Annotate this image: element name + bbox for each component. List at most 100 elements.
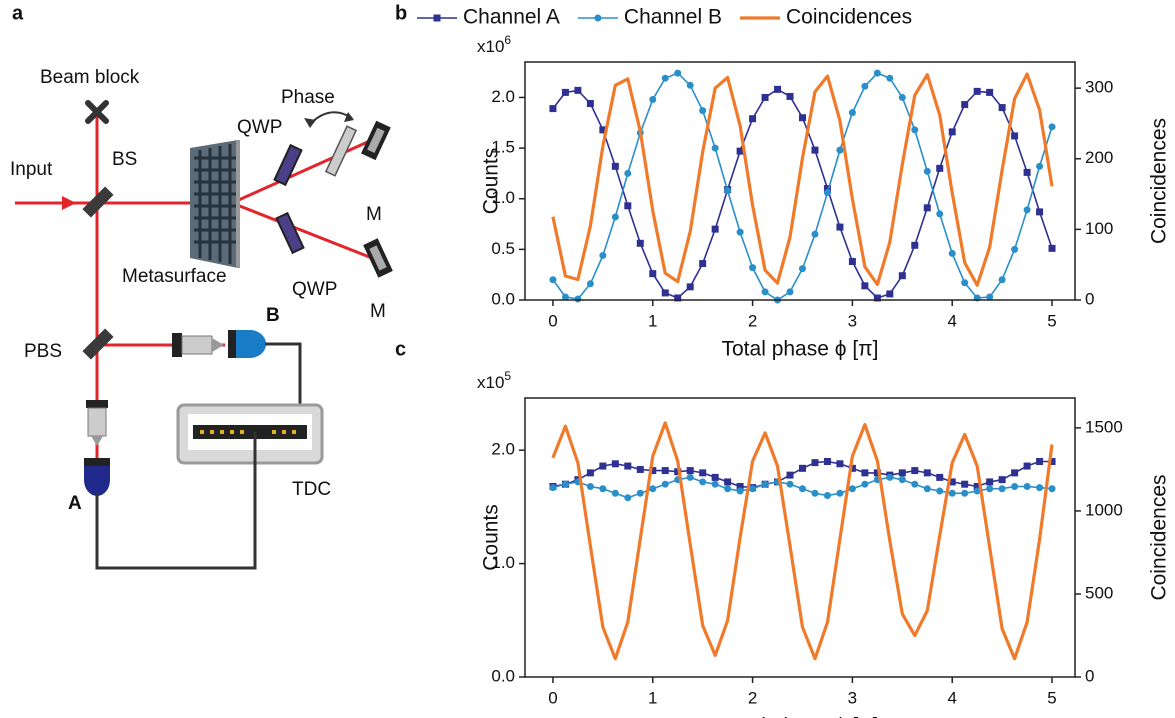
marker (711, 473, 719, 481)
marker (811, 459, 819, 467)
marker (699, 107, 707, 115)
marker (998, 485, 1006, 493)
marker (948, 489, 956, 497)
marker (636, 465, 644, 473)
marker (711, 144, 719, 152)
marker (661, 480, 669, 488)
marker (873, 469, 881, 477)
x-tick-label: 3 (848, 311, 857, 330)
detector (228, 330, 266, 358)
marker (711, 480, 719, 488)
marker (686, 467, 694, 475)
y-tick-label: 0.0 (491, 666, 515, 685)
marker (1036, 458, 1044, 466)
multiplier-base: x10 (477, 373, 504, 392)
y2-tick-label: 200 (1085, 148, 1113, 167)
legend-label: Channel A (463, 6, 560, 29)
marker (661, 289, 669, 297)
marker (998, 104, 1006, 112)
x-tick-label: 0 (548, 311, 557, 330)
marker (848, 485, 856, 493)
marker (1023, 482, 1031, 490)
series-line (551, 421, 1054, 661)
marker (861, 82, 869, 90)
label: M (366, 204, 382, 225)
pbs (82, 328, 114, 360)
marker (561, 88, 569, 96)
phase-plate (324, 125, 358, 177)
marker (749, 115, 757, 123)
marker (986, 485, 994, 493)
multiplier-exponent: 5 (504, 369, 511, 383)
marker (886, 74, 894, 82)
qwp (273, 143, 303, 187)
label: QWP (292, 279, 337, 300)
marker (886, 290, 894, 298)
marker (1036, 208, 1044, 216)
marker (549, 105, 557, 113)
y2-tick-label: 100 (1085, 219, 1113, 238)
marker (898, 272, 906, 280)
marker (749, 485, 757, 493)
marker (861, 282, 869, 290)
marker (861, 480, 869, 488)
setup-diagram: a Beam block Input BS Metasurface QWP QW… (10, 2, 393, 570)
marker (948, 249, 956, 257)
wire (95, 432, 257, 570)
y-tick-label: 1.0 (491, 188, 515, 207)
marker (786, 288, 794, 296)
arrow (62, 196, 76, 210)
marker (823, 492, 831, 500)
beam-block (85, 100, 109, 124)
beam-splitter (82, 186, 114, 218)
x-axis-title: Total phase ϕ [π] (722, 338, 879, 361)
marker (798, 265, 806, 273)
marker (761, 480, 769, 488)
marker (699, 469, 707, 477)
marker (798, 464, 806, 472)
arm-beams (231, 138, 373, 260)
panel-label: c (395, 338, 406, 360)
marker (561, 293, 569, 301)
marker (836, 460, 844, 468)
label: Phase (281, 87, 335, 108)
marker (973, 87, 981, 95)
marker (574, 295, 582, 303)
label: Beam block (40, 67, 140, 88)
marker (549, 484, 557, 492)
panel-label: b (395, 2, 407, 24)
label: Input (10, 159, 53, 180)
y2-axis-title: Coincidences (1148, 118, 1171, 244)
marker (961, 101, 969, 109)
marker (699, 478, 707, 486)
marker (973, 482, 981, 490)
marker (624, 462, 632, 470)
y2-axis-title: Coincidences (1148, 474, 1171, 600)
y2-tick-label: 300 (1085, 78, 1113, 97)
marker (624, 169, 632, 177)
marker (898, 469, 906, 477)
marker (1048, 123, 1056, 131)
marker (998, 276, 1006, 284)
marker (1023, 206, 1031, 214)
plot-frame (524, 61, 1076, 301)
marker (661, 74, 669, 82)
axis-multiplier: x106 (477, 33, 511, 56)
wire (265, 342, 302, 430)
y2-tick-label: 0 (1085, 666, 1094, 685)
marker (1011, 469, 1019, 477)
label: QWP (237, 117, 282, 138)
marker (1048, 485, 1056, 493)
marker (836, 489, 844, 497)
marker (848, 109, 856, 117)
mirror (363, 238, 393, 278)
marker (661, 467, 669, 475)
marker (811, 146, 819, 154)
marker (699, 260, 707, 268)
label: B (266, 305, 280, 326)
x-tick-label: 0 (548, 688, 557, 707)
marker (736, 487, 744, 495)
marker (923, 204, 931, 212)
marker (961, 489, 969, 497)
